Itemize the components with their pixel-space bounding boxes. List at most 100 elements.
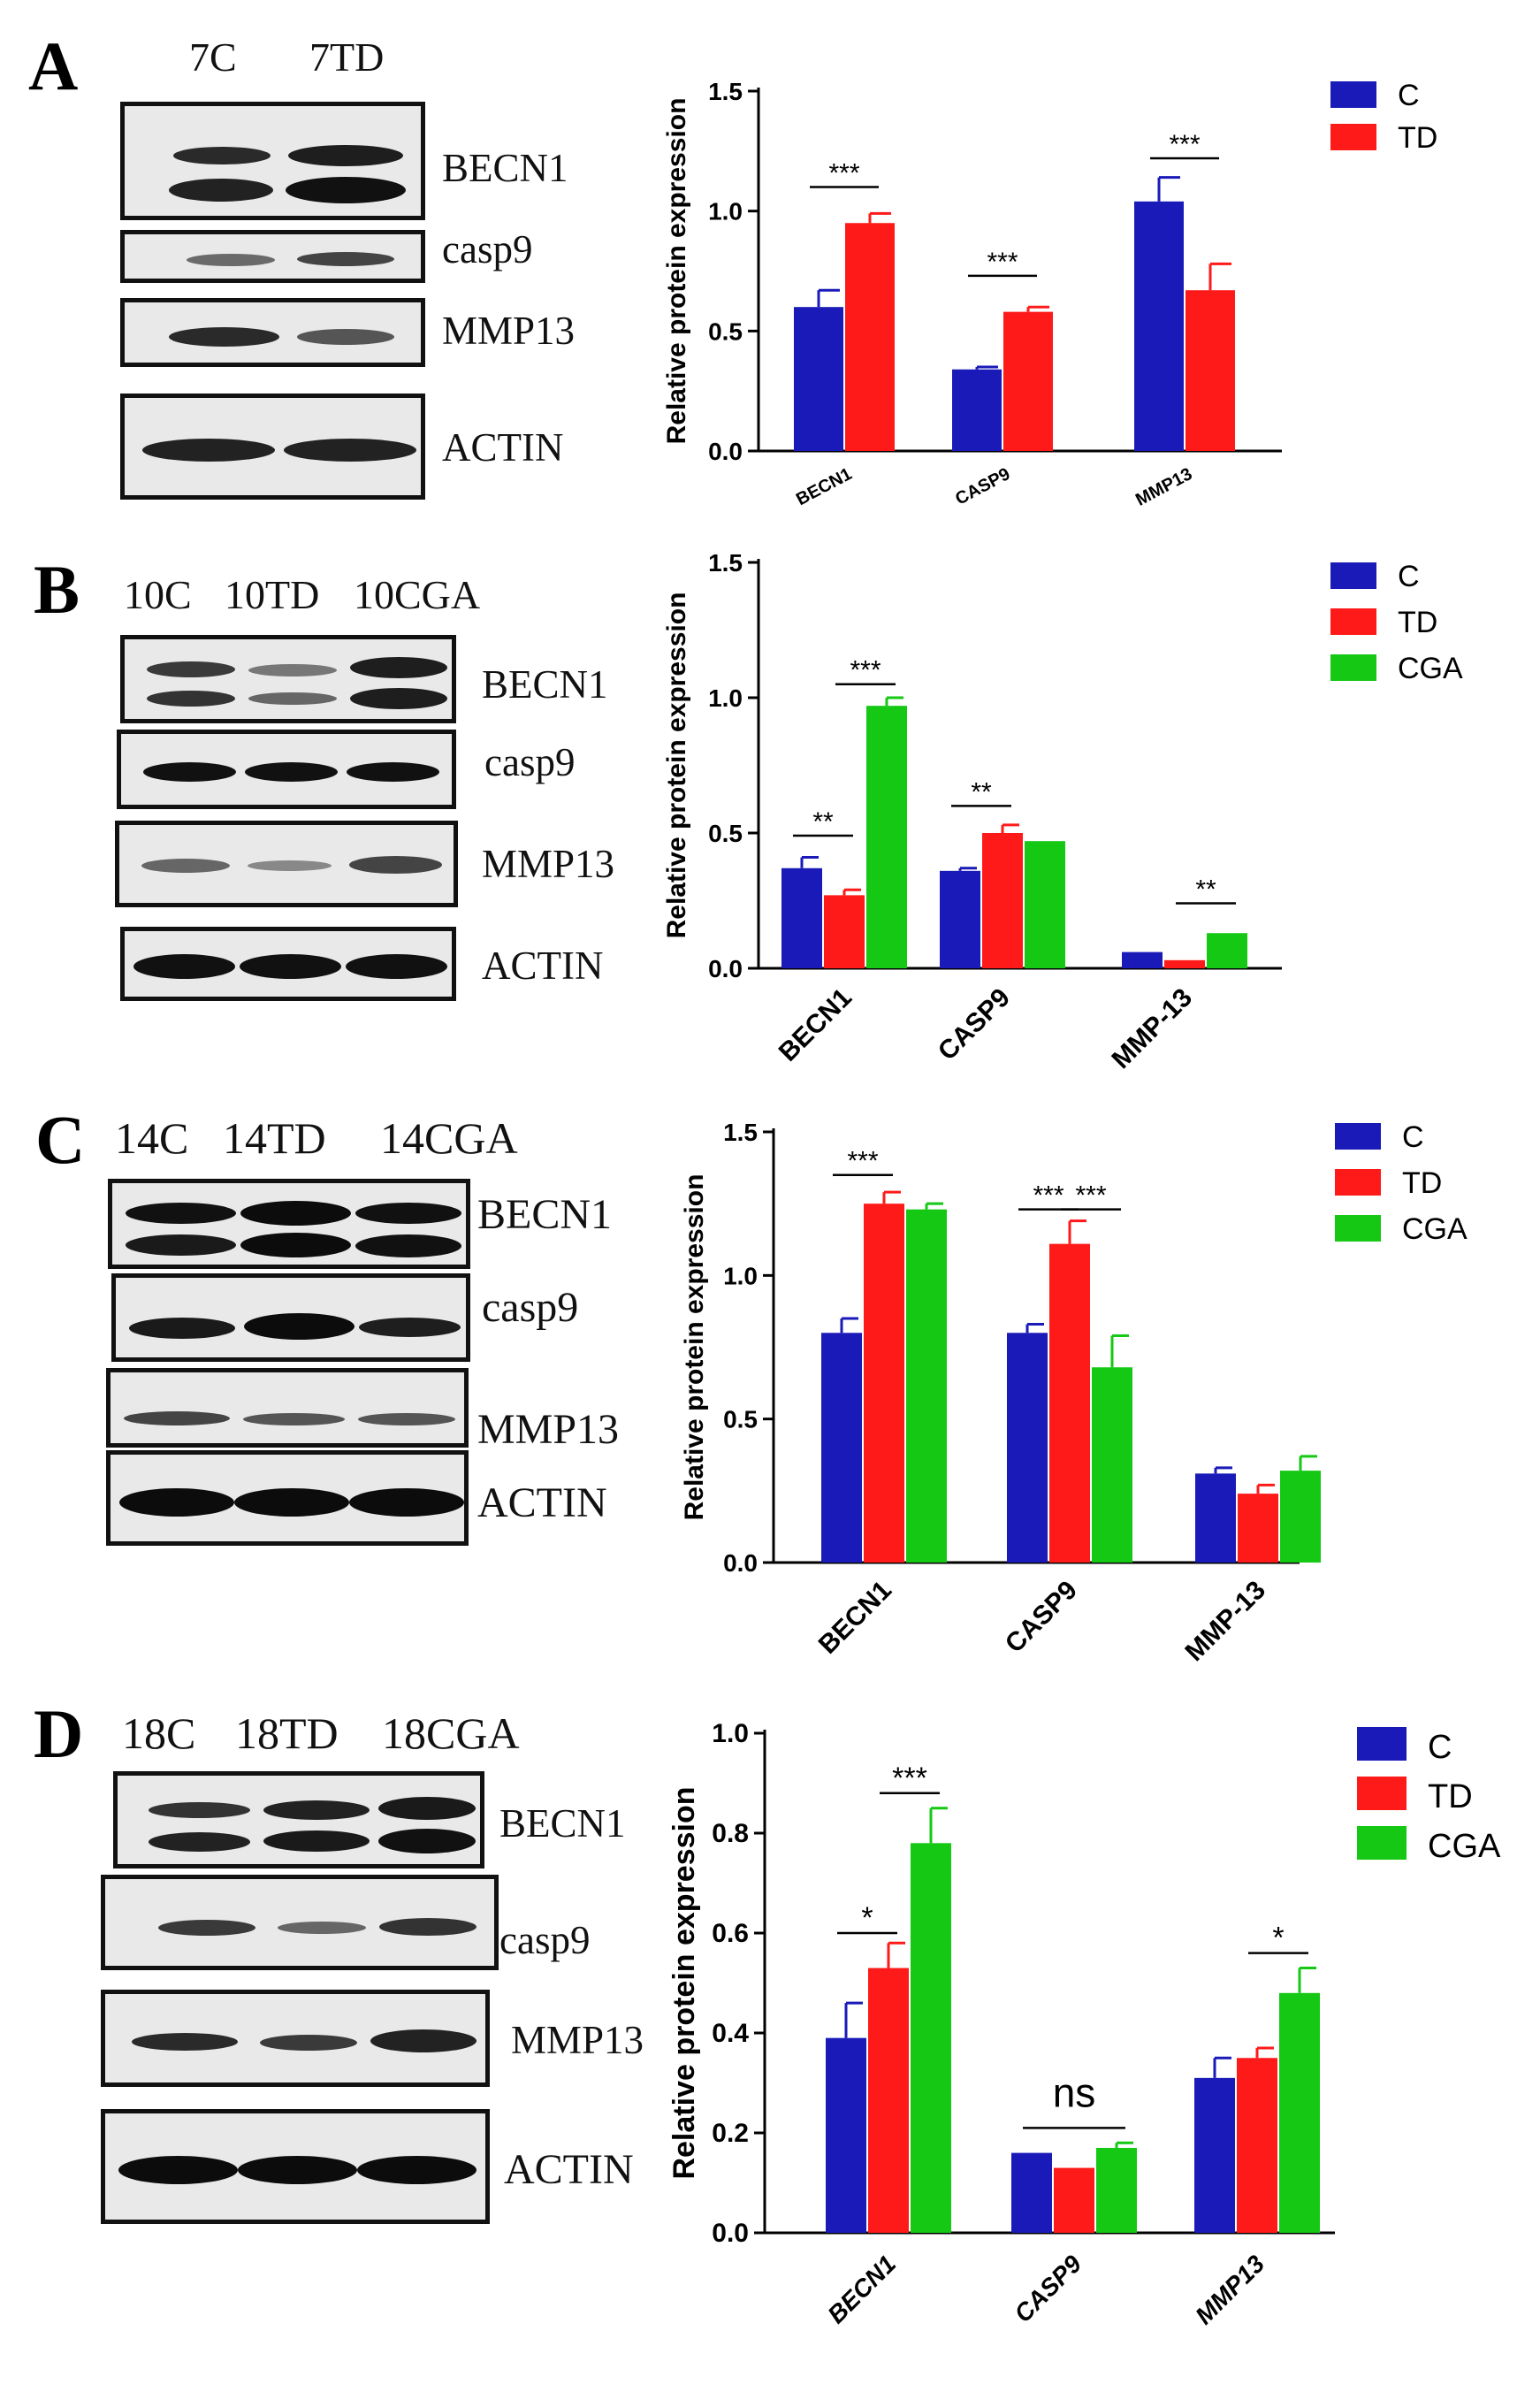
blot-b-actin bbox=[120, 927, 456, 1001]
blot-label-d-actin: ACTIN bbox=[504, 2146, 634, 2193]
significance-label: *** bbox=[1075, 1181, 1106, 1211]
blot-label-d-mmp13: MMP13 bbox=[511, 2018, 644, 2062]
lane-label-7td: 7TD bbox=[309, 34, 385, 80]
blot-label-d-casp9: casp9 bbox=[499, 1918, 591, 1962]
bar-c bbox=[826, 2037, 866, 2233]
blot-label-c-casp9: casp9 bbox=[482, 1284, 579, 1331]
x-tick-label: BECN1 bbox=[793, 464, 855, 509]
legend-swatch-c bbox=[1330, 81, 1376, 108]
lane-label-10cga: 10CGA bbox=[354, 572, 481, 617]
y-tick-label: 1.5 bbox=[723, 1119, 758, 1146]
y-tick-label: 0.4 bbox=[712, 2019, 749, 2048]
bar-c bbox=[1122, 951, 1163, 968]
significance-label: *** bbox=[828, 159, 859, 188]
significance-label: ns bbox=[1053, 2069, 1096, 2115]
legend-swatch-cga bbox=[1357, 1826, 1407, 1860]
panel-letter-b: B bbox=[34, 551, 80, 628]
y-tick-label: 0.5 bbox=[723, 1406, 758, 1433]
legend-label-td: TD bbox=[1428, 1778, 1473, 1815]
blot-d-casp9 bbox=[101, 1875, 499, 1970]
blot-b-mmp13 bbox=[115, 821, 458, 907]
blot-label-c-becn1: BECN1 bbox=[477, 1191, 613, 1238]
significance-label: ** bbox=[971, 777, 992, 806]
bar-cga bbox=[1280, 1471, 1321, 1563]
x-tick-label: BECN1 bbox=[774, 983, 858, 1067]
panel-letter-a: A bbox=[28, 27, 79, 104]
legend-swatch-td bbox=[1357, 1777, 1407, 1810]
blot-label-a-becn1: BECN1 bbox=[442, 146, 568, 190]
y-tick-label: 0.8 bbox=[712, 1819, 749, 1848]
x-tick-label: CASP9 bbox=[952, 464, 1013, 509]
x-tick-label: BECN1 bbox=[813, 1576, 897, 1660]
significance-label: *** bbox=[1033, 1181, 1064, 1211]
bar-cga bbox=[1092, 1367, 1132, 1563]
blot-d-actin bbox=[101, 2109, 490, 2224]
significance-label: *** bbox=[892, 1762, 927, 1795]
bar-td bbox=[1164, 959, 1205, 968]
blot-label-b-becn1: BECN1 bbox=[482, 662, 608, 707]
blot-label-b-actin: ACTIN bbox=[482, 944, 604, 988]
blot-b-becn1 bbox=[120, 635, 456, 723]
y-tick-label: 0.5 bbox=[708, 820, 743, 847]
blot-label-d-becn1: BECN1 bbox=[499, 1801, 626, 1846]
bar-td bbox=[868, 1968, 909, 2233]
lane-label-14td: 14TD bbox=[223, 1113, 326, 1163]
x-tick-label: CASP9 bbox=[1009, 2250, 1086, 2327]
x-tick-label: MMP13 bbox=[1190, 2250, 1269, 2329]
lane-label-10c: 10C bbox=[124, 572, 192, 617]
y-axis-label: Relative protein expression bbox=[667, 1786, 701, 2179]
x-tick-label: CASP9 bbox=[1000, 1576, 1083, 1659]
panel-letter-c: C bbox=[35, 1101, 86, 1178]
bar-cga bbox=[911, 1843, 951, 2233]
bar-c bbox=[940, 870, 980, 968]
significance-label: *** bbox=[1169, 130, 1200, 159]
y-tick-label: 1.0 bbox=[708, 684, 743, 712]
y-tick-label: 1.0 bbox=[723, 1262, 758, 1289]
legend-label-cga: CGA bbox=[1428, 1828, 1501, 1865]
blot-a-casp9 bbox=[120, 230, 425, 283]
bar-td bbox=[1238, 1494, 1278, 1563]
blot-c-mmp13 bbox=[106, 1368, 469, 1448]
x-tick-label: CASP9 bbox=[933, 983, 1016, 1066]
blot-a-becn1 bbox=[120, 102, 425, 220]
bar-c bbox=[781, 867, 822, 968]
blot-b-casp9 bbox=[117, 730, 456, 809]
blot-a-actin bbox=[120, 394, 425, 500]
blot-a-mmp13 bbox=[120, 298, 425, 367]
legend-swatch-c bbox=[1357, 1727, 1407, 1761]
blot-label-b-casp9: casp9 bbox=[484, 740, 576, 784]
blot-label-a-mmp13: MMP13 bbox=[442, 309, 576, 353]
significance-label: * bbox=[861, 1901, 873, 1935]
bar-td bbox=[1049, 1243, 1090, 1563]
bar-td bbox=[1003, 311, 1053, 451]
bar-td bbox=[1054, 2167, 1094, 2233]
y-tick-label: 0.5 bbox=[708, 317, 743, 345]
blot-label-a-casp9: casp9 bbox=[442, 227, 533, 271]
legend-label-c: C bbox=[1398, 560, 1420, 593]
x-tick-label: BECN1 bbox=[822, 2250, 901, 2328]
x-tick-label: MMP-13 bbox=[1179, 1576, 1270, 1667]
bar-cga bbox=[1096, 2147, 1137, 2233]
legend-label-td: TD bbox=[1398, 121, 1437, 155]
y-axis-label: Relative protein expression bbox=[662, 592, 691, 939]
bar-td bbox=[845, 223, 895, 451]
y-tick-label: 0.0 bbox=[708, 438, 743, 465]
legend-label-cga: CGA bbox=[1402, 1212, 1468, 1246]
y-axis-label: Relative protein expression bbox=[680, 1174, 709, 1521]
legend-swatch-td bbox=[1330, 124, 1376, 150]
lane-label-18c: 18C bbox=[122, 1708, 196, 1758]
bar-cga bbox=[1279, 1992, 1320, 2233]
legend-swatch-td bbox=[1330, 608, 1376, 635]
bar-c bbox=[821, 1333, 862, 1563]
bar-td bbox=[864, 1204, 904, 1563]
bar-td bbox=[982, 833, 1023, 968]
y-tick-label: 0.6 bbox=[712, 1919, 749, 1948]
blot-d-mmp13 bbox=[101, 1990, 490, 2087]
blot-label-c-mmp13: MMP13 bbox=[477, 1406, 620, 1453]
y-tick-label: 1.5 bbox=[708, 549, 743, 577]
y-tick-label: 0.2 bbox=[712, 2119, 749, 2148]
lane-label-18cga: 18CGA bbox=[382, 1708, 520, 1758]
lane-label-14c: 14C bbox=[115, 1113, 189, 1163]
